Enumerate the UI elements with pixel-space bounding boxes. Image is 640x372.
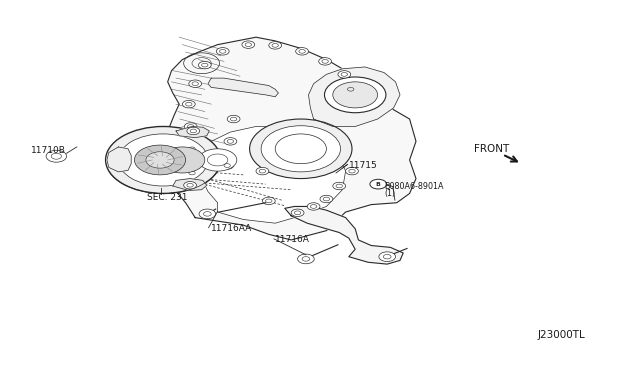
Circle shape <box>216 48 229 55</box>
Circle shape <box>146 152 174 168</box>
Text: FRONT: FRONT <box>474 144 509 154</box>
Circle shape <box>344 86 357 93</box>
Circle shape <box>106 126 221 193</box>
Text: B080A6-8901A: B080A6-8901A <box>384 182 444 190</box>
Circle shape <box>184 182 196 189</box>
Circle shape <box>160 147 205 173</box>
Circle shape <box>227 115 240 123</box>
Circle shape <box>320 195 333 203</box>
Circle shape <box>319 58 332 65</box>
Circle shape <box>333 82 378 108</box>
Polygon shape <box>168 37 416 240</box>
Circle shape <box>333 182 346 190</box>
Circle shape <box>370 179 387 189</box>
Circle shape <box>296 48 308 55</box>
Circle shape <box>224 138 237 145</box>
Circle shape <box>262 197 275 205</box>
Circle shape <box>134 145 186 175</box>
Circle shape <box>199 209 216 219</box>
Text: SEC. 231: SEC. 231 <box>147 193 188 202</box>
Polygon shape <box>208 78 278 97</box>
Circle shape <box>261 126 340 172</box>
Circle shape <box>269 42 282 49</box>
Polygon shape <box>173 179 207 190</box>
Circle shape <box>338 71 351 78</box>
Text: 11715: 11715 <box>349 161 378 170</box>
Circle shape <box>307 203 320 210</box>
Circle shape <box>198 149 237 171</box>
Polygon shape <box>308 67 400 126</box>
Circle shape <box>346 167 358 175</box>
Circle shape <box>250 119 352 179</box>
Text: B: B <box>376 182 381 187</box>
Text: 11716AA: 11716AA <box>211 224 252 233</box>
Circle shape <box>46 150 67 162</box>
Text: 11716A: 11716A <box>275 235 310 244</box>
Circle shape <box>189 80 202 87</box>
Circle shape <box>379 252 396 262</box>
Polygon shape <box>176 126 209 138</box>
Circle shape <box>221 162 234 169</box>
Circle shape <box>324 77 386 113</box>
Circle shape <box>182 100 195 108</box>
Circle shape <box>187 127 200 135</box>
Circle shape <box>186 169 198 177</box>
Circle shape <box>291 209 304 217</box>
Polygon shape <box>107 147 131 172</box>
Polygon shape <box>285 206 403 264</box>
Circle shape <box>118 134 208 186</box>
Circle shape <box>198 61 211 69</box>
Polygon shape <box>198 126 346 223</box>
Text: J23000TL: J23000TL <box>538 330 586 340</box>
Text: 11710B: 11710B <box>31 146 65 155</box>
Circle shape <box>298 254 314 264</box>
Text: (1): (1) <box>384 189 395 198</box>
Circle shape <box>184 123 197 130</box>
Circle shape <box>186 145 198 153</box>
Circle shape <box>256 167 269 175</box>
Circle shape <box>242 41 255 48</box>
